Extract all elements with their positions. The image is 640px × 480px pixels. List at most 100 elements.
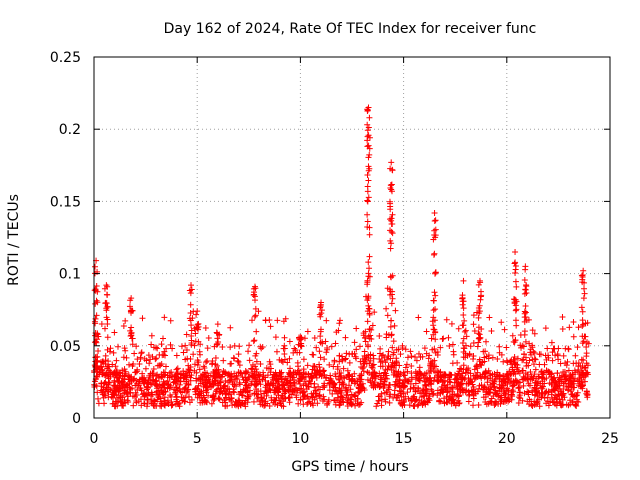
data-point (470, 312, 477, 319)
data-point (294, 359, 301, 366)
data-point (215, 371, 222, 378)
data-point (227, 324, 234, 331)
data-point (181, 398, 188, 405)
data-point (120, 402, 127, 409)
data-point (392, 307, 399, 314)
data-point (555, 345, 562, 352)
data-point (425, 395, 432, 402)
y-axis-label: ROTI / TECUs (6, 194, 22, 286)
peak-point (365, 305, 372, 312)
data-point (447, 379, 454, 386)
data-point (368, 326, 375, 333)
data-point (167, 317, 174, 324)
data-point (548, 379, 555, 386)
data-point (429, 391, 436, 398)
peak-point (93, 336, 100, 343)
peak-point (364, 297, 371, 304)
data-point (259, 376, 266, 383)
axis-ticks: 0 5 10 15 20 25 0 0.05 0.1 0.15 0.2 0.25 (50, 50, 619, 447)
data-point (499, 383, 506, 390)
data-point (376, 333, 383, 340)
peak-point (365, 259, 372, 266)
data-point (408, 353, 415, 360)
x-tick-label: 0 (90, 431, 99, 447)
data-point (475, 401, 482, 408)
data-point (156, 362, 163, 369)
data-point (378, 396, 385, 403)
data-point (492, 390, 499, 397)
data-point (387, 364, 394, 371)
data-point (300, 356, 307, 363)
data-point (532, 366, 539, 373)
data-point (401, 398, 408, 405)
data-point (187, 377, 194, 384)
data-point (133, 343, 140, 350)
data-point (531, 350, 538, 357)
peak-point (104, 334, 111, 341)
data-point (361, 334, 368, 341)
data-point (129, 363, 136, 370)
data-point (576, 378, 583, 385)
data-point (249, 317, 256, 324)
data-point (412, 354, 419, 361)
data-point (102, 392, 109, 399)
data-point (568, 374, 575, 381)
data-point (449, 341, 456, 348)
data-point (431, 345, 438, 352)
data-point (563, 401, 570, 408)
data-point (409, 394, 416, 401)
data-point (459, 389, 466, 396)
data-point (168, 369, 175, 376)
data-point (346, 351, 353, 358)
data-point (477, 361, 484, 368)
data-point (263, 388, 270, 395)
data-point (271, 401, 278, 408)
data-point (418, 398, 425, 405)
data-point (152, 398, 159, 405)
data-point (170, 379, 177, 386)
data-point (372, 373, 379, 380)
data-point (491, 402, 498, 409)
data-point (210, 397, 217, 404)
data-point (300, 389, 307, 396)
data-point (541, 376, 548, 383)
peak-max-point (522, 263, 529, 270)
data-point (467, 343, 474, 350)
data-point (541, 361, 548, 368)
data-point (370, 355, 377, 362)
data-point (249, 366, 256, 373)
data-point (132, 369, 139, 376)
data-point (443, 384, 450, 391)
data-point (482, 399, 489, 406)
data-point (441, 395, 448, 402)
data-point (191, 361, 198, 368)
data-point (549, 357, 556, 364)
data-point (201, 365, 208, 372)
peak-point (364, 224, 371, 231)
data-point (503, 371, 510, 378)
peak-point (365, 154, 372, 161)
data-point (380, 381, 387, 388)
data-point (338, 381, 345, 388)
data-point (135, 380, 142, 387)
data-point (316, 392, 323, 399)
data-point (257, 371, 264, 378)
peak-point (366, 134, 373, 141)
data-point (366, 310, 373, 317)
data-point (258, 394, 265, 401)
data-point (342, 334, 349, 341)
data-point (520, 356, 527, 363)
data-point (319, 384, 326, 391)
data-point (383, 334, 390, 341)
data-point (530, 348, 537, 355)
data-point (511, 354, 518, 361)
data-point (520, 367, 527, 374)
data-point (404, 354, 411, 361)
data-point (410, 393, 417, 400)
data-point (222, 377, 229, 384)
peak-point (387, 245, 394, 252)
peak-max-point (365, 104, 372, 111)
data-point (109, 361, 116, 368)
data-point (383, 305, 390, 312)
peak-point (522, 309, 529, 316)
